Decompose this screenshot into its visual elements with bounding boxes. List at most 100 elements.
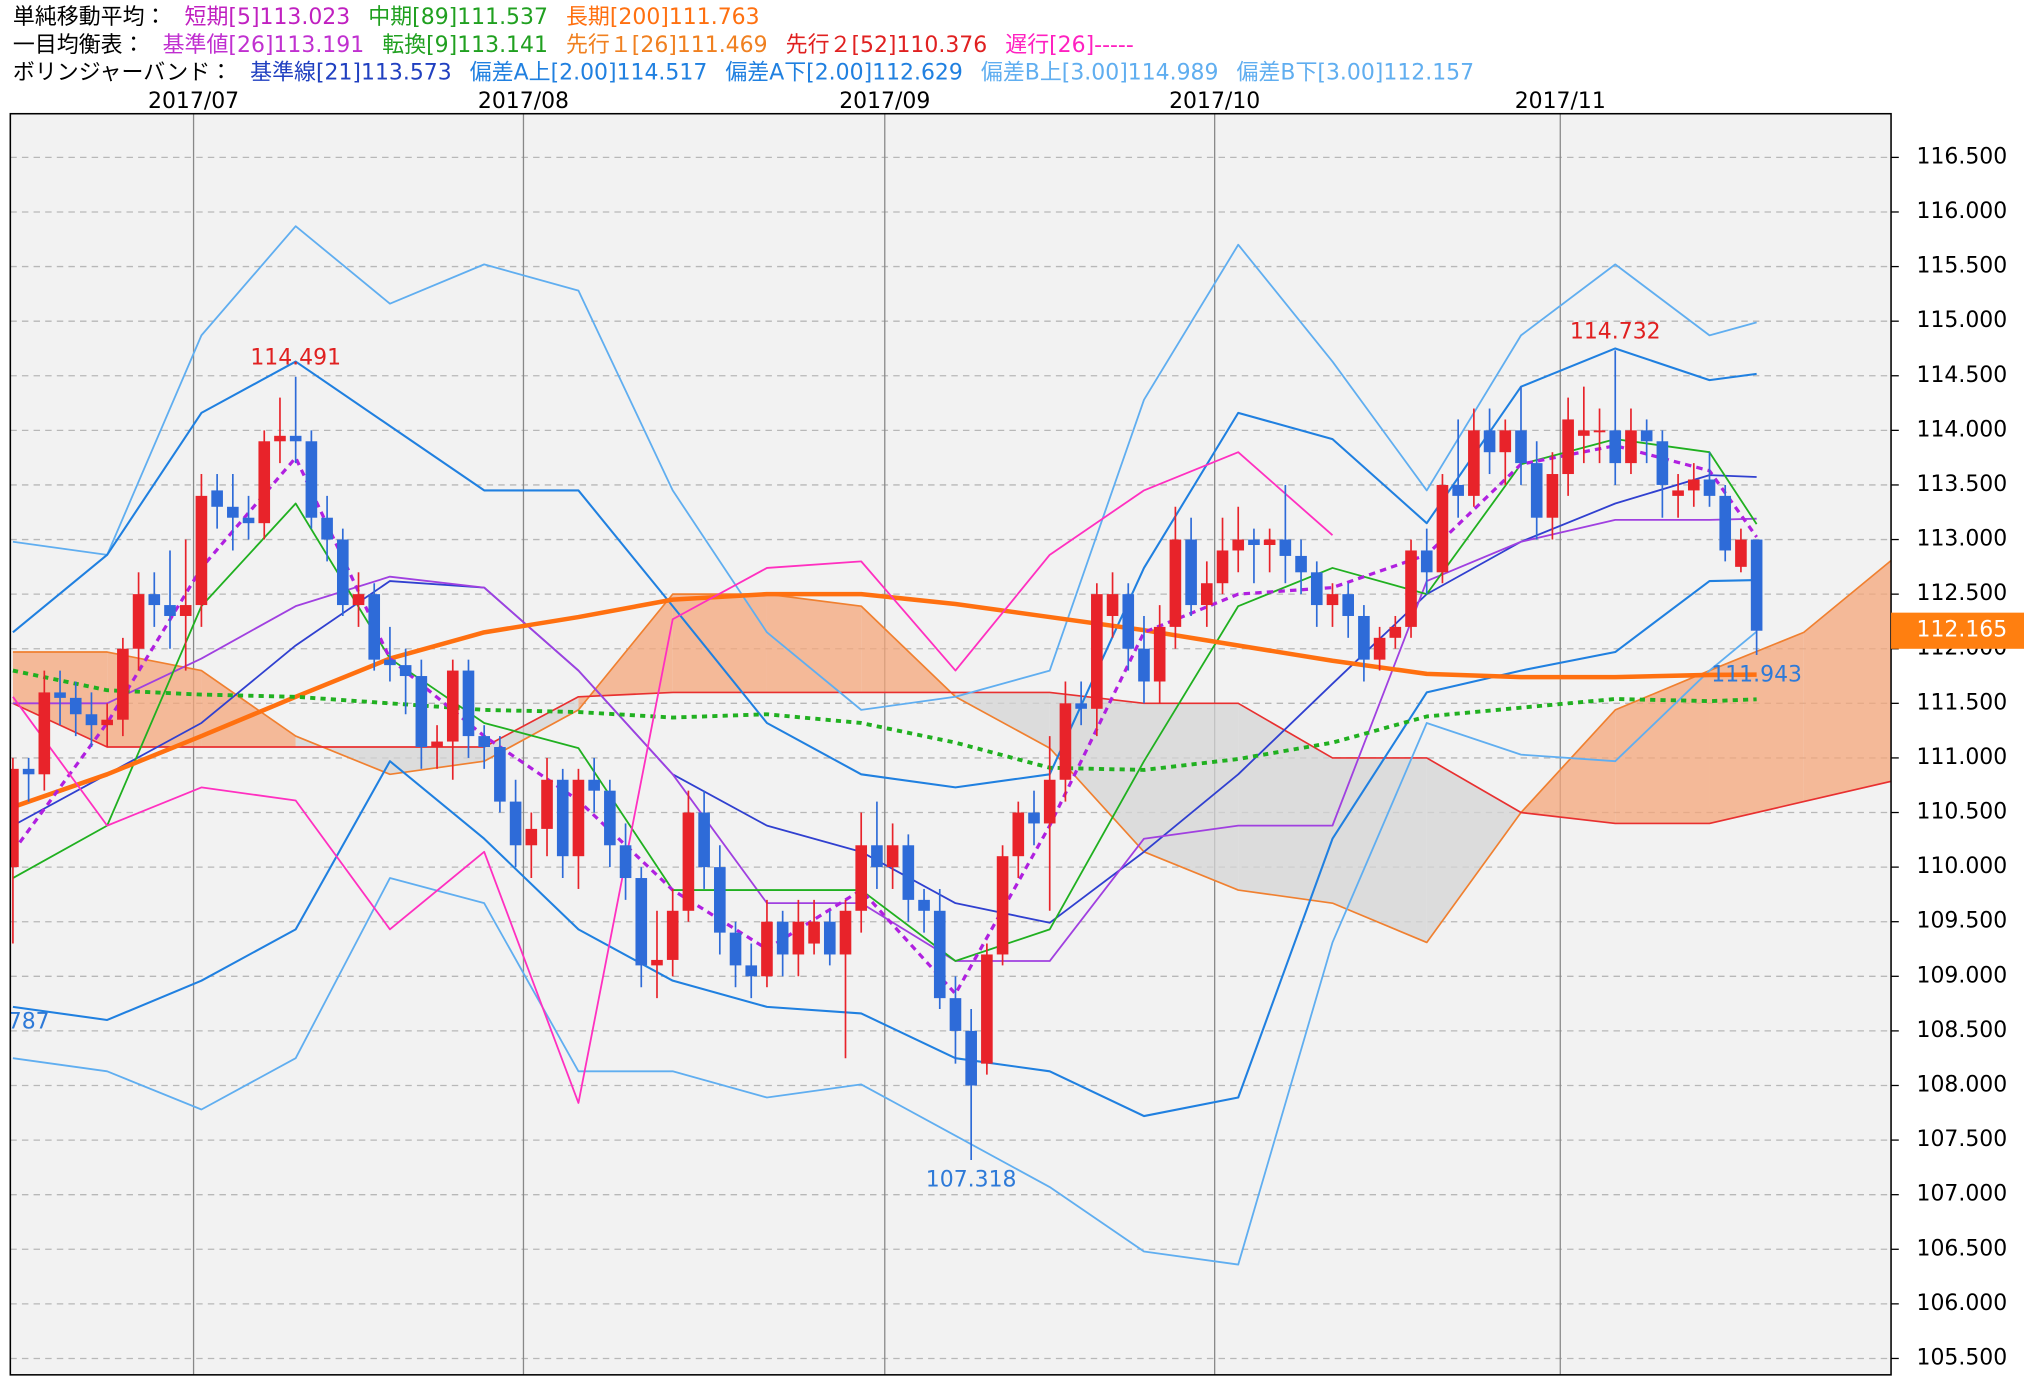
candle-body <box>714 867 726 933</box>
candle-body <box>682 812 695 911</box>
cloud-segment <box>295 736 390 775</box>
legend-item: 中期[89]111.537 <box>368 5 548 30</box>
cloud-segment <box>955 692 1050 749</box>
y-tick-label: 115.000 <box>1917 308 2008 333</box>
y-tick-label: 113.500 <box>1917 472 2008 497</box>
y-tick-label: 109.000 <box>1917 963 2008 988</box>
candle-body <box>996 856 1009 955</box>
candle-body <box>1640 430 1653 442</box>
last-price-label: 112.165 <box>1917 618 2008 643</box>
indicator-line <box>12 225 1757 711</box>
candle-body <box>698 812 710 868</box>
candle-body <box>446 670 459 742</box>
candle-body <box>1326 594 1339 606</box>
candle-body <box>132 594 145 649</box>
candle-body <box>101 719 113 726</box>
y-tick-label: 108.000 <box>1917 1072 2008 1097</box>
indicator-line <box>12 591 1757 810</box>
candle-body <box>588 779 600 791</box>
annotation: 114.732 <box>1570 319 1661 344</box>
y-tick-label: 114.000 <box>1917 417 2008 442</box>
candle-body <box>10 768 19 868</box>
candle-body <box>69 697 82 715</box>
candle-body <box>1468 430 1480 496</box>
candle-body <box>1106 594 1119 616</box>
candle-body <box>666 910 679 960</box>
candle-body <box>494 747 506 802</box>
candle-body <box>1656 441 1669 485</box>
candle-body <box>1216 550 1229 584</box>
cloud-segment <box>766 594 862 693</box>
cloud-segment <box>1520 709 1616 824</box>
candle-body <box>1012 812 1025 857</box>
candle-body <box>1625 430 1637 464</box>
candle-body <box>1609 430 1622 464</box>
candle-body <box>509 801 522 846</box>
legend-item: 基準値[26]113.191 <box>163 33 365 58</box>
candle-body <box>1138 648 1150 682</box>
cloud-segment <box>1049 692 1144 852</box>
cloud-segment <box>1238 703 1333 904</box>
candle-body <box>1028 812 1040 824</box>
indicator-line <box>12 630 1758 1266</box>
candle-body <box>808 921 820 944</box>
candle-body <box>761 921 773 977</box>
candle-body <box>1342 594 1355 616</box>
candle-body <box>1310 572 1323 606</box>
legend: 単純移動平均： 短期[5]113.023 中期[89]111.537 長期[200]1… <box>13 5 1474 86</box>
candle-body <box>1687 479 1700 491</box>
candle-body <box>274 435 286 442</box>
candle-body <box>415 676 428 748</box>
cloud-segment <box>107 652 202 748</box>
candle-body <box>1420 550 1433 573</box>
legend-item: 一目均衡表： <box>13 33 145 58</box>
candle-body <box>823 921 836 955</box>
candle-body <box>258 441 271 524</box>
candle-body <box>85 714 98 726</box>
cloud-segment <box>672 594 767 693</box>
candle-body <box>965 1030 977 1086</box>
candle-body <box>1499 430 1512 453</box>
candle-body <box>949 998 962 1031</box>
candle-body <box>1546 474 1559 518</box>
candle-body <box>1248 539 1260 546</box>
candle-body <box>886 845 899 868</box>
candle-body <box>839 910 852 955</box>
legend-item: 偏差A下[2.00]112.629 <box>725 61 963 86</box>
candle-body <box>1153 626 1166 682</box>
y-tick-label: 110.000 <box>1917 854 2008 879</box>
candle-body <box>792 921 805 955</box>
lagging-line <box>12 451 1334 1104</box>
legend-item: 短期[5]113.023 <box>185 5 351 30</box>
candle-body <box>1373 637 1386 660</box>
candle-body <box>981 954 993 1064</box>
legend-item: ボリンジャーバンド： <box>13 61 232 86</box>
candle-body <box>1389 626 1402 638</box>
candle-body <box>1719 495 1732 551</box>
cloud-segment <box>861 606 956 697</box>
candle-body <box>651 959 663 966</box>
y-tick-label: 109.500 <box>1917 909 2008 934</box>
y-tick-label: 107.000 <box>1917 1182 2008 1207</box>
indicator-line <box>12 347 1757 789</box>
last-price-tag <box>1891 612 2024 649</box>
y-tick-label: 108.500 <box>1917 1018 2008 1043</box>
candle-body <box>1452 484 1464 496</box>
cloud-segment <box>484 696 579 762</box>
candle-body <box>22 768 35 775</box>
candle-body <box>1593 430 1606 433</box>
legend-item: 偏差B上[3.00]114.989 <box>981 61 1219 86</box>
plot: 114.491 107.318 114.732 111.943 787 <box>10 225 1892 1266</box>
legend-item: 単純移動平均： <box>13 5 167 30</box>
x-tick-label: 2017/10 <box>1169 89 1260 114</box>
candle-body <box>148 594 161 606</box>
plot-border <box>9 112 1892 1376</box>
candle-body <box>1436 484 1449 573</box>
candle-body <box>1405 550 1417 627</box>
indicator-line <box>12 438 1758 962</box>
cloud-segment <box>1615 670 1710 824</box>
candle-body <box>918 899 930 911</box>
candle-body <box>211 490 223 507</box>
y-tick-label: 105.500 <box>1917 1345 2008 1370</box>
